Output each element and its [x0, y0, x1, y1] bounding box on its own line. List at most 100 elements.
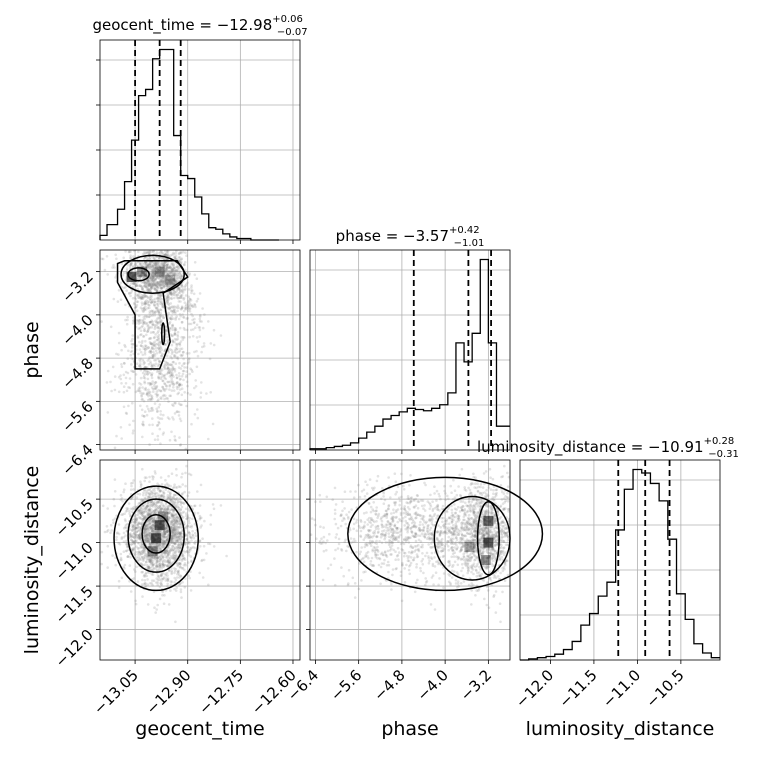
- sample-point: [184, 308, 187, 311]
- sample-point: [157, 369, 160, 373]
- sample-point: [180, 403, 183, 407]
- sample-point: [131, 322, 135, 325]
- sample-point: [148, 282, 151, 285]
- sample-point: [171, 381, 175, 384]
- sample-point: [161, 301, 164, 305]
- sample-point: [147, 303, 150, 307]
- sample-point: [148, 283, 152, 287]
- sample-point: [173, 354, 176, 357]
- sample-point: [193, 386, 196, 390]
- sample-point: [207, 583, 210, 587]
- sample-point: [153, 305, 157, 308]
- sample-point: [150, 300, 154, 303]
- sample-point: [209, 523, 212, 526]
- sample-point: [363, 536, 367, 539]
- sample-point: [160, 286, 164, 289]
- sample-point: [134, 513, 138, 517]
- sample-point: [198, 514, 202, 518]
- sample-point: [138, 492, 142, 496]
- sample-point: [165, 299, 169, 303]
- sample-point: [188, 300, 191, 303]
- sample-point: [135, 496, 139, 499]
- sample-point: [180, 354, 183, 358]
- sample-point: [151, 279, 154, 283]
- sample-point: [144, 388, 148, 392]
- sample-point: [158, 585, 162, 589]
- sample-point: [143, 528, 147, 531]
- sample-point: [182, 510, 186, 514]
- sample-point: [160, 277, 164, 281]
- sample-point: [114, 253, 117, 257]
- sample-point: [155, 565, 159, 568]
- sample-point: [163, 389, 166, 393]
- sample-point: [149, 543, 152, 546]
- sample-point: [132, 479, 135, 482]
- sample-point: [122, 390, 126, 394]
- sample-point: [154, 611, 157, 614]
- sample-point: [322, 549, 326, 553]
- sample-point: [194, 385, 198, 388]
- sample-point: [140, 408, 144, 412]
- sample-point: [159, 279, 163, 283]
- sample-point: [120, 348, 123, 352]
- sample-point: [143, 321, 146, 324]
- sample-point: [146, 603, 150, 606]
- sample-point: [140, 281, 143, 284]
- sample-point: [139, 404, 142, 408]
- sample-point: [159, 312, 163, 315]
- sample-point: [174, 305, 177, 309]
- sample-point: [188, 302, 192, 305]
- sample-point: [150, 372, 154, 375]
- sample-point: [150, 342, 153, 346]
- sample-point: [168, 558, 172, 562]
- sample-point: [158, 317, 161, 321]
- sample-point: [161, 261, 165, 265]
- sample-point: [167, 249, 170, 253]
- sample-point: [399, 570, 403, 574]
- sample-point: [177, 291, 181, 295]
- sample-point: [154, 472, 157, 475]
- sample-point: [131, 297, 135, 300]
- sample-point: [166, 300, 169, 303]
- sample-point: [145, 540, 149, 544]
- sample-point: [157, 256, 161, 260]
- sample-point: [184, 507, 188, 511]
- sample-point: [139, 333, 142, 337]
- sample-point: [150, 374, 153, 377]
- sample-point: [170, 270, 173, 274]
- sample-point: [189, 555, 193, 558]
- sample-point: [132, 505, 136, 509]
- sample-point: [126, 318, 129, 322]
- sample-point: [158, 320, 161, 324]
- sample-point: [124, 526, 128, 530]
- sample-point: [126, 522, 129, 526]
- sample-point: [139, 321, 143, 325]
- sample-point: [146, 300, 150, 303]
- sample-point: [163, 278, 167, 282]
- sample-point: [173, 581, 176, 584]
- sample-point: [148, 283, 151, 287]
- sample-point: [170, 277, 173, 281]
- sample-point: [138, 358, 141, 362]
- sample-point: [128, 265, 132, 269]
- sample-point: [186, 561, 190, 564]
- sample-point: [157, 313, 161, 316]
- sample-point: [191, 314, 194, 318]
- sample-point: [190, 559, 193, 563]
- sample-point: [199, 545, 202, 548]
- sample-point: [130, 538, 133, 542]
- sample-point: [169, 279, 173, 283]
- sample-point: [148, 295, 152, 299]
- sample-point: [162, 316, 165, 319]
- sample-point: [151, 330, 155, 334]
- sample-point: [177, 296, 181, 300]
- sample-point: [179, 444, 182, 447]
- sample-point: [153, 269, 156, 272]
- sample-point: [171, 270, 174, 274]
- sample-point: [175, 474, 178, 477]
- sample-point: [155, 266, 158, 269]
- sample-point: [157, 272, 160, 276]
- sample-point: [155, 289, 159, 293]
- sample-point: [170, 507, 174, 511]
- sample-point: [168, 316, 171, 320]
